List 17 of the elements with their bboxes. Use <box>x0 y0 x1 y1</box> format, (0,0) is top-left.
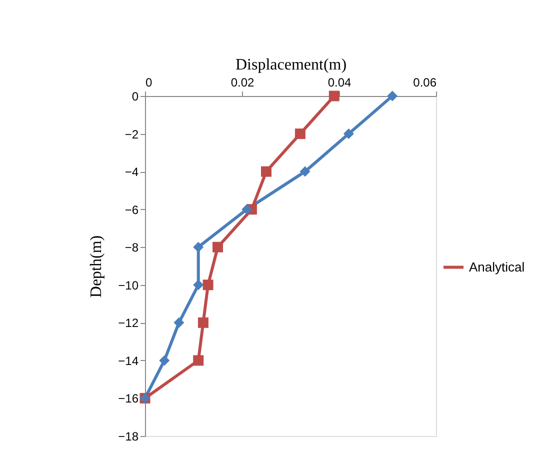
x-tick-label: 0.02 <box>230 76 254 90</box>
legend-label: Analytical <box>469 259 525 274</box>
y-tick-label: −8 <box>124 240 139 255</box>
y-tick-label: −10 <box>118 278 139 292</box>
y-axis-title: Depth(m) <box>88 235 106 298</box>
y-tick-label: −14 <box>118 354 139 368</box>
y-tick-label: −2 <box>124 127 139 142</box>
x-tick-label: 0.04 <box>328 76 352 90</box>
y-tick-label: −12 <box>118 316 139 330</box>
x-tick-label: 0.06 <box>413 76 437 90</box>
y-tick-label: −6 <box>124 202 139 217</box>
y-tick-label: −4 <box>124 165 139 180</box>
y-tick-label: −18 <box>118 430 139 444</box>
y-tick-label: −16 <box>118 392 139 406</box>
y-tick-label: 0 <box>132 90 139 104</box>
x-tick-label: 0 <box>146 76 152 90</box>
x-axis-title: Displacement(m) <box>235 56 347 74</box>
